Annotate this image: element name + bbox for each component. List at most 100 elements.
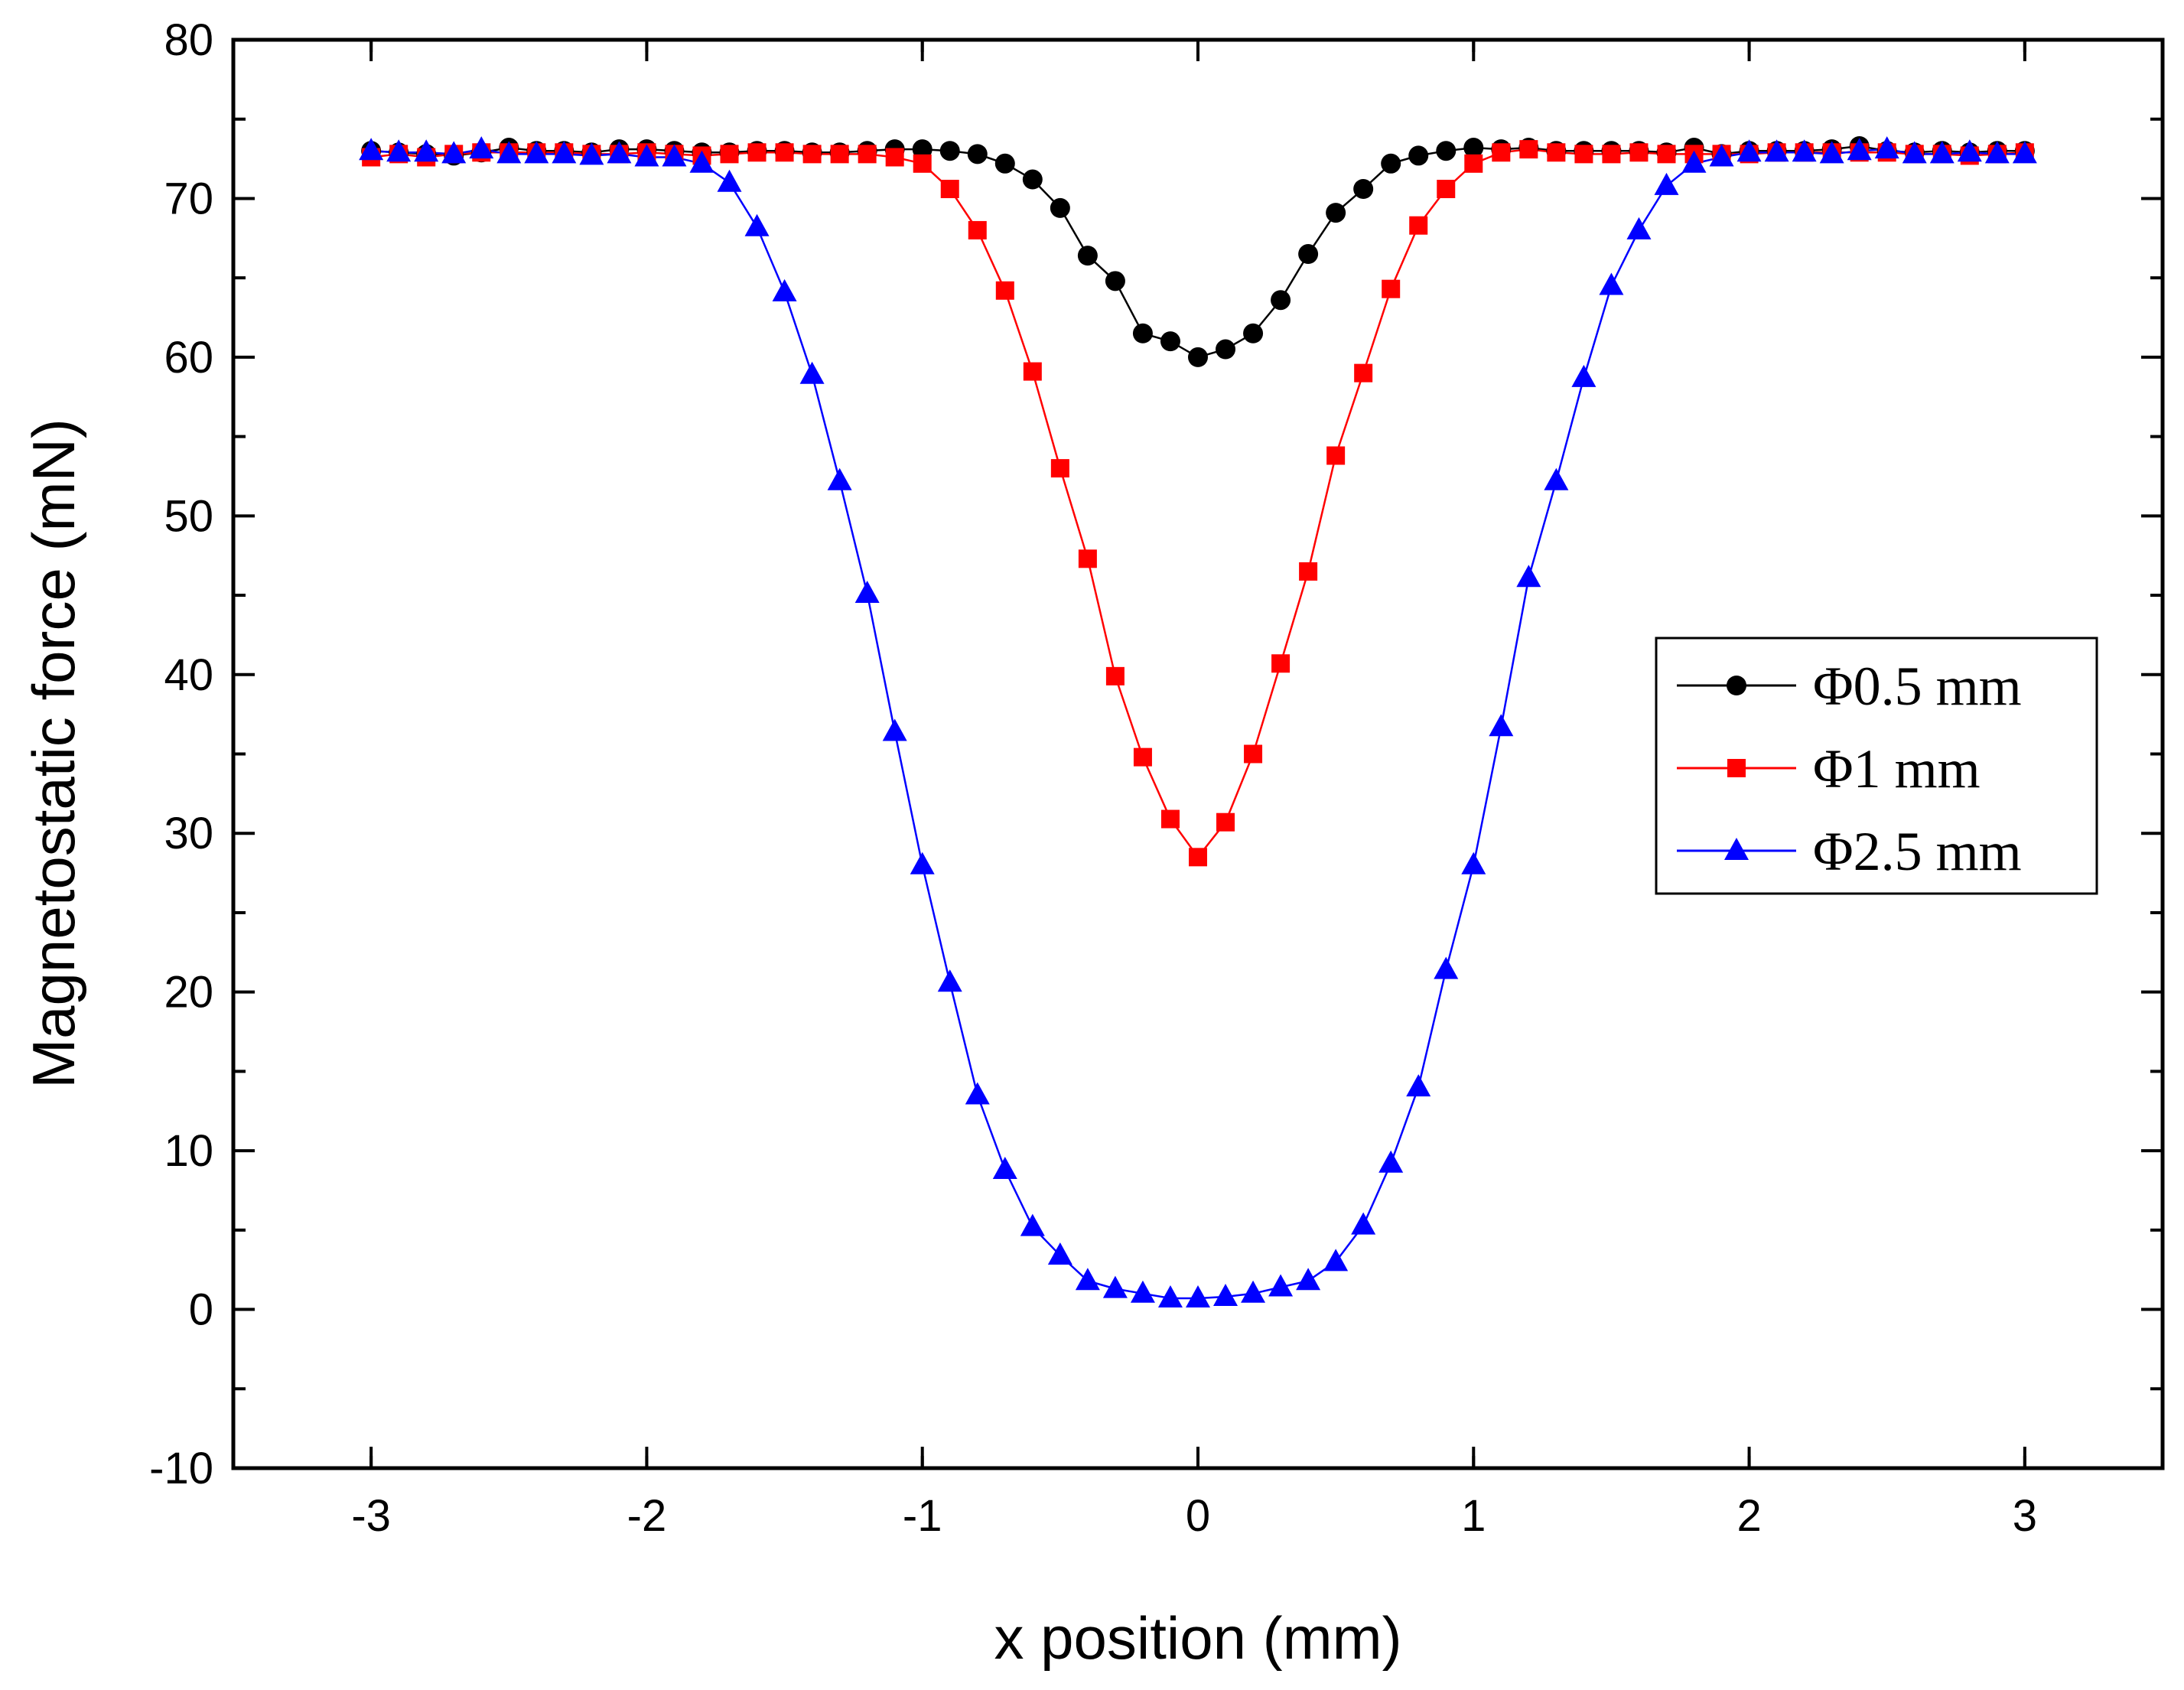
data-point-1: [1216, 812, 1235, 832]
data-point-2: [579, 142, 604, 165]
data-point-1: [1271, 654, 1291, 673]
data-point-0: [994, 153, 1015, 174]
data-point-0: [939, 141, 960, 161]
data-point-2: [469, 136, 494, 159]
data-point-2: [1847, 138, 1872, 161]
legend-label-1: Φ1 mm: [1813, 738, 1981, 799]
data-point-0: [1216, 339, 1236, 360]
data-point-2: [1571, 364, 1597, 387]
data-point-1: [1133, 747, 1152, 767]
x-tick-label: 3: [2013, 1491, 2037, 1541]
data-point-2: [386, 139, 412, 162]
data-point-1: [1189, 848, 1207, 867]
data-point-2: [1874, 136, 1899, 159]
x-axis-title: x position (mm): [994, 1604, 1401, 1672]
y-tick-label: 0: [189, 1285, 213, 1335]
data-point-0: [1022, 169, 1043, 190]
data-point-2: [1296, 1268, 1321, 1291]
data-point-2: [1378, 1150, 1404, 1173]
data-point-1: [802, 145, 822, 164]
data-point-2: [1736, 139, 1762, 162]
data-point-1: [775, 143, 794, 162]
data-point-1: [858, 145, 877, 164]
data-point-2: [854, 580, 880, 603]
data-point-2: [1186, 1285, 1210, 1308]
data-point-2: [1792, 139, 1817, 162]
data-point-1: [1464, 154, 1483, 173]
data-point-1: [1050, 459, 1069, 478]
data-point-1: [1160, 809, 1180, 829]
data-point-1: [1299, 562, 1318, 581]
data-point-2: [607, 141, 632, 164]
data-point-2: [1102, 1275, 1128, 1298]
data-point-2: [689, 150, 714, 173]
data-point-1: [1078, 549, 1097, 568]
data-point-2: [1654, 172, 1679, 195]
data-point-2: [1626, 217, 1652, 239]
data-point-0: [1105, 271, 1125, 291]
data-point-1: [1244, 744, 1263, 764]
data-point-1: [1657, 145, 1676, 164]
data-point-1: [1547, 143, 1566, 162]
data-point-0: [1243, 323, 1264, 344]
data-point-0: [1132, 323, 1153, 344]
data-point-0: [1463, 138, 1484, 158]
data-point-2: [1020, 1213, 1045, 1236]
data-point-1: [747, 143, 767, 162]
y-tick-label: 30: [164, 809, 213, 858]
x-tick-label: -1: [903, 1491, 942, 1541]
data-point-1: [885, 148, 904, 167]
data-point-2: [1489, 714, 1514, 737]
data-point-1: [830, 145, 849, 164]
data-point-2: [1268, 1274, 1294, 1297]
data-point-0: [1381, 153, 1401, 174]
data-point-2: [1929, 141, 1955, 164]
data-point-2: [1130, 1280, 1155, 1303]
data-point-2: [1434, 956, 1459, 979]
y-tick-label: 80: [164, 15, 213, 65]
data-point-1: [1629, 143, 1649, 162]
data-point-2: [1241, 1280, 1266, 1303]
data-point-0: [1160, 331, 1180, 352]
data-point-1: [1437, 179, 1456, 198]
data-point-1: [940, 179, 959, 198]
data-point-2: [1764, 139, 1789, 162]
data-point-2: [1516, 565, 1541, 588]
data-point-2: [1681, 150, 1707, 173]
data-point-2: [414, 139, 439, 162]
data-point-0: [1188, 347, 1208, 367]
data-point-2: [799, 361, 825, 384]
data-point-1: [1354, 363, 1373, 383]
data-point-2: [359, 138, 384, 161]
data-point-1: [995, 281, 1014, 300]
data-point-2: [1351, 1212, 1376, 1235]
data-point-2: [965, 1082, 990, 1105]
data-point-2: [1599, 272, 1624, 295]
x-tick-label: 2: [1736, 1491, 1761, 1541]
data-point-1: [720, 145, 739, 164]
data-point-1: [1519, 140, 1538, 159]
data-point-0: [1353, 178, 1374, 199]
data-point-0: [1436, 141, 1457, 161]
data-point-2: [1902, 141, 1927, 164]
x-tick-label: -3: [351, 1491, 391, 1541]
data-point-1: [1105, 666, 1125, 685]
data-point-1: [1574, 145, 1593, 164]
x-tick-label: 0: [1186, 1491, 1210, 1541]
y-tick-label: 10: [164, 1126, 213, 1176]
legend-entries: Φ0.5 mm Φ1 mm Φ2.5 mm: [1677, 656, 2022, 882]
data-point-2: [634, 144, 659, 167]
legend-marker-0: [1727, 676, 1746, 695]
y-tick-label: 60: [164, 333, 213, 383]
data-point-2: [1157, 1285, 1183, 1308]
legend-marker-1: [1727, 759, 1746, 777]
data-point-1: [1326, 446, 1346, 465]
data-point-2: [910, 852, 935, 874]
x-tick-label: -2: [627, 1491, 667, 1541]
data-point-2: [1075, 1268, 1100, 1291]
series-markers: [359, 135, 2037, 1308]
data-point-2: [992, 1157, 1017, 1180]
x-tick-label: 1: [1461, 1491, 1486, 1541]
data-point-1: [1492, 143, 1511, 162]
